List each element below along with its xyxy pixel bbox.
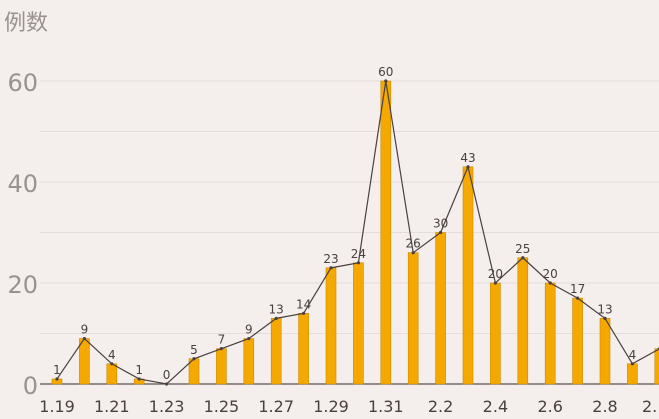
line-point bbox=[439, 230, 443, 235]
line-point bbox=[110, 362, 114, 366]
bar-2.9 bbox=[627, 363, 638, 385]
line-point bbox=[466, 165, 470, 169]
line-point bbox=[55, 377, 59, 381]
data-label: 17 bbox=[570, 282, 585, 296]
x-tick-label: 1.31 bbox=[368, 397, 404, 416]
line-point bbox=[219, 347, 223, 351]
x-tick-label: 1.21 bbox=[94, 397, 130, 416]
bar-2.2 bbox=[435, 232, 446, 385]
data-label: 13 bbox=[269, 302, 284, 316]
line-point bbox=[274, 316, 278, 320]
line-point bbox=[384, 79, 388, 83]
data-label: 9 bbox=[245, 323, 253, 337]
x-tick-label: 1.19 bbox=[39, 397, 75, 416]
data-label: 9 bbox=[81, 323, 89, 337]
bar-2.10 bbox=[654, 348, 659, 385]
data-label: 14 bbox=[296, 297, 311, 311]
x-tick-label: 2.4 bbox=[483, 397, 508, 416]
data-label: 26 bbox=[406, 237, 421, 251]
line-point bbox=[192, 357, 196, 361]
line-point bbox=[548, 281, 552, 285]
bar-1.30 bbox=[353, 262, 364, 385]
line-point bbox=[521, 256, 525, 260]
x-tick-label: 1.23 bbox=[149, 397, 185, 416]
line-point bbox=[137, 377, 141, 381]
line-point bbox=[603, 316, 607, 320]
data-label: 4 bbox=[108, 348, 116, 362]
y-tick-label: 60 bbox=[7, 69, 38, 97]
line-point bbox=[82, 336, 86, 341]
line-point bbox=[576, 296, 580, 300]
bar-1.31 bbox=[380, 80, 392, 385]
line-point bbox=[630, 362, 635, 366]
data-label: 23 bbox=[323, 252, 338, 266]
data-label: 25 bbox=[515, 242, 530, 256]
bar-1.27 bbox=[270, 318, 282, 385]
x-tick-label: 1.25 bbox=[204, 397, 240, 416]
data-label: 13 bbox=[597, 302, 612, 316]
data-label: 43 bbox=[460, 151, 475, 165]
data-label: 7 bbox=[218, 333, 226, 347]
bar-1.29 bbox=[325, 267, 337, 385]
x-tick-label: 1.27 bbox=[258, 397, 294, 416]
x-tick-label: 1.29 bbox=[313, 397, 349, 416]
line-point bbox=[165, 382, 169, 386]
data-label: 1 bbox=[135, 363, 143, 377]
data-label: 20 bbox=[543, 267, 558, 281]
data-label: 5 bbox=[190, 343, 198, 357]
line-point bbox=[329, 266, 333, 270]
data-label: 4 bbox=[629, 348, 637, 362]
bar-2.3 bbox=[462, 166, 474, 385]
line-point bbox=[247, 336, 251, 341]
bar-2.5 bbox=[517, 257, 529, 385]
data-label: 30 bbox=[433, 217, 448, 231]
bar-1.21 bbox=[106, 363, 118, 385]
y-tick-label: 0 bbox=[23, 372, 38, 400]
data-label: 20 bbox=[488, 267, 503, 281]
line-point bbox=[493, 281, 497, 285]
x-tick-label: 2.6 bbox=[537, 397, 562, 416]
bar-2.8 bbox=[599, 318, 611, 385]
x-tick-label: 2.2 bbox=[428, 397, 453, 416]
data-label: 1 bbox=[53, 363, 61, 377]
x-tick-label: 2.8 bbox=[592, 397, 617, 416]
bar-2.7 bbox=[572, 297, 583, 385]
y-tick-label: 20 bbox=[7, 271, 38, 299]
bar-1.28 bbox=[298, 312, 309, 385]
y-axis-title: 例数 bbox=[4, 11, 48, 36]
bar-1.26 bbox=[243, 338, 255, 385]
line-point bbox=[302, 311, 306, 315]
bar-2.4 bbox=[490, 282, 501, 385]
x-tick-label: 2.10 bbox=[642, 397, 659, 416]
data-label: 0 bbox=[163, 368, 171, 382]
bar-1.20 bbox=[79, 338, 90, 385]
data-label: 24 bbox=[351, 247, 366, 261]
bar-2.6 bbox=[544, 282, 556, 385]
data-label: 60 bbox=[378, 65, 393, 79]
line-point bbox=[356, 261, 360, 265]
bar-2.1 bbox=[407, 252, 419, 385]
y-tick-label: 40 bbox=[7, 170, 38, 198]
line-point bbox=[411, 251, 415, 255]
bar-1.25 bbox=[216, 348, 227, 385]
